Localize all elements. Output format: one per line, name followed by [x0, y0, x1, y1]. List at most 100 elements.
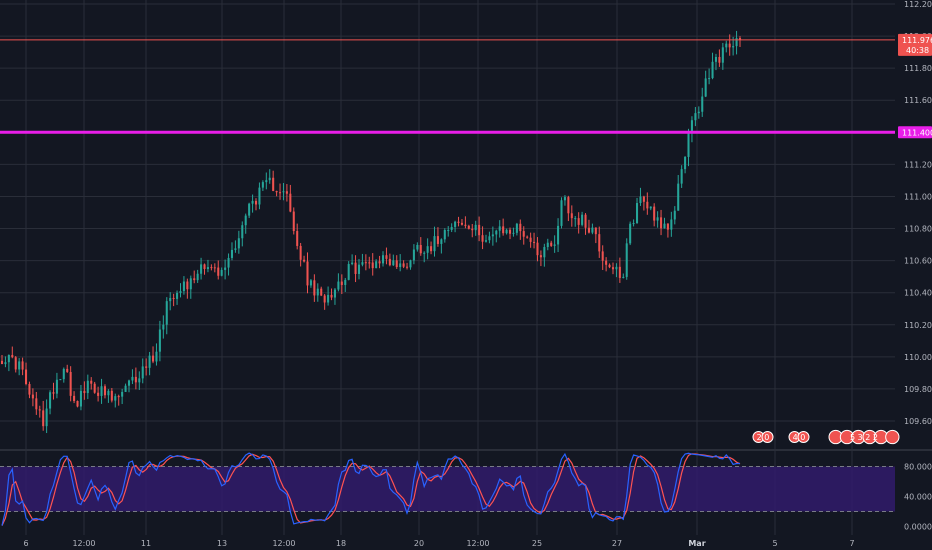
- candle: [0, 354, 4, 365]
- candle: [285, 184, 288, 202]
- candle: [498, 220, 501, 238]
- candle-body: [557, 225, 560, 245]
- candle-body: [138, 378, 141, 383]
- event-marker-group[interactable]: 2 0: [752, 431, 774, 443]
- event-marker[interactable]: [761, 431, 774, 443]
- candle-body: [423, 252, 426, 254]
- time-tick-label: 7: [849, 539, 854, 548]
- event-marker[interactable]: [797, 431, 810, 443]
- candle: [443, 228, 446, 243]
- candle: [460, 218, 463, 226]
- candle-body: [275, 190, 278, 193]
- time-tick-label: 25: [532, 539, 542, 548]
- candle-body: [186, 281, 189, 290]
- candle-body: [79, 390, 82, 407]
- candle-body: [203, 264, 206, 270]
- candle-body: [176, 292, 179, 299]
- candle: [649, 206, 652, 211]
- candle-body: [581, 214, 584, 225]
- candle: [543, 243, 546, 267]
- event-marker[interactable]: [885, 429, 900, 445]
- event-marker-group[interactable]: 5 3 2 2: [828, 429, 900, 445]
- candle-body: [450, 226, 453, 230]
- price-tick-label: 111.800: [904, 64, 932, 73]
- stochastic-tick-label: 0.0000: [904, 523, 932, 532]
- time-axis[interactable]: 6 12:00 11 13 12:00 18 20 12:00 25 27 Mar 5 7: [23, 539, 854, 548]
- candle: [567, 195, 570, 222]
- candle: [409, 259, 412, 270]
- candle-body: [206, 267, 209, 270]
- candle-body: [409, 260, 412, 268]
- candle: [35, 391, 38, 415]
- candle-body: [244, 215, 247, 226]
- candle: [193, 270, 196, 284]
- price-tick-label: 111.600: [904, 96, 932, 105]
- candle-body: [100, 386, 103, 396]
- candle: [272, 170, 275, 192]
- candle: [611, 262, 615, 275]
- candle-body: [488, 236, 491, 241]
- level-price-tag[interactable]: [898, 126, 932, 139]
- candle-body: [14, 357, 17, 370]
- time-tick-label: 18: [336, 539, 346, 548]
- candle-body: [344, 279, 347, 285]
- candle-body: [481, 235, 484, 242]
- candle: [512, 227, 515, 237]
- candle-body: [28, 384, 31, 395]
- candle: [738, 36, 742, 48]
- event-marker-group[interactable]: 4 0: [788, 431, 810, 443]
- candle: [642, 195, 645, 211]
- candle-body: [189, 278, 192, 290]
- candle-body: [533, 241, 536, 243]
- candle-body: [299, 245, 302, 260]
- candle: [155, 343, 158, 366]
- candle-body: [148, 355, 151, 368]
- candle-body: [642, 196, 645, 202]
- candle: [721, 42, 724, 70]
- candle: [522, 226, 525, 245]
- candle: [563, 195, 566, 206]
- candle: [18, 358, 21, 376]
- price-tick-label: 109.600: [904, 417, 932, 426]
- candle: [21, 357, 24, 376]
- candle: [4, 356, 7, 368]
- candle-body: [508, 229, 512, 234]
- candle-body: [718, 56, 721, 63]
- candle-body: [86, 380, 89, 394]
- candle: [605, 257, 608, 272]
- candle: [601, 245, 604, 270]
- candle-body: [254, 200, 258, 205]
- candle-body: [292, 211, 295, 232]
- candle: [83, 381, 86, 400]
- candle: [515, 222, 518, 236]
- candle-body: [708, 78, 711, 80]
- candle: [42, 400, 45, 431]
- candle-body: [546, 242, 549, 248]
- candle-body: [145, 366, 148, 368]
- candle: [457, 216, 460, 227]
- candle: [31, 388, 34, 407]
- candle: [608, 263, 611, 269]
- candle: [725, 40, 728, 53]
- price-axis[interactable]: 112.200112.000111.800111.600111.200111.0…: [898, 0, 932, 532]
- candle: [454, 220, 457, 233]
- candle: [103, 384, 107, 399]
- candle: [289, 184, 292, 213]
- candle-body: [375, 261, 378, 269]
- candle-body: [635, 203, 639, 224]
- candle-body: [584, 214, 587, 228]
- candle-body: [587, 227, 590, 233]
- candle-body: [433, 236, 436, 252]
- candle-body: [395, 260, 398, 268]
- candle-body: [419, 244, 422, 254]
- candle-body: [347, 264, 350, 280]
- event-markers[interactable]: 2 0 4 0 5 3 2 2: [752, 429, 900, 445]
- candle: [55, 372, 58, 399]
- candle-body: [103, 386, 107, 396]
- current-price-tag[interactable]: [898, 33, 932, 56]
- candle: [296, 223, 299, 250]
- candle: [622, 273, 625, 279]
- candle: [251, 194, 254, 213]
- candle-body: [227, 257, 230, 268]
